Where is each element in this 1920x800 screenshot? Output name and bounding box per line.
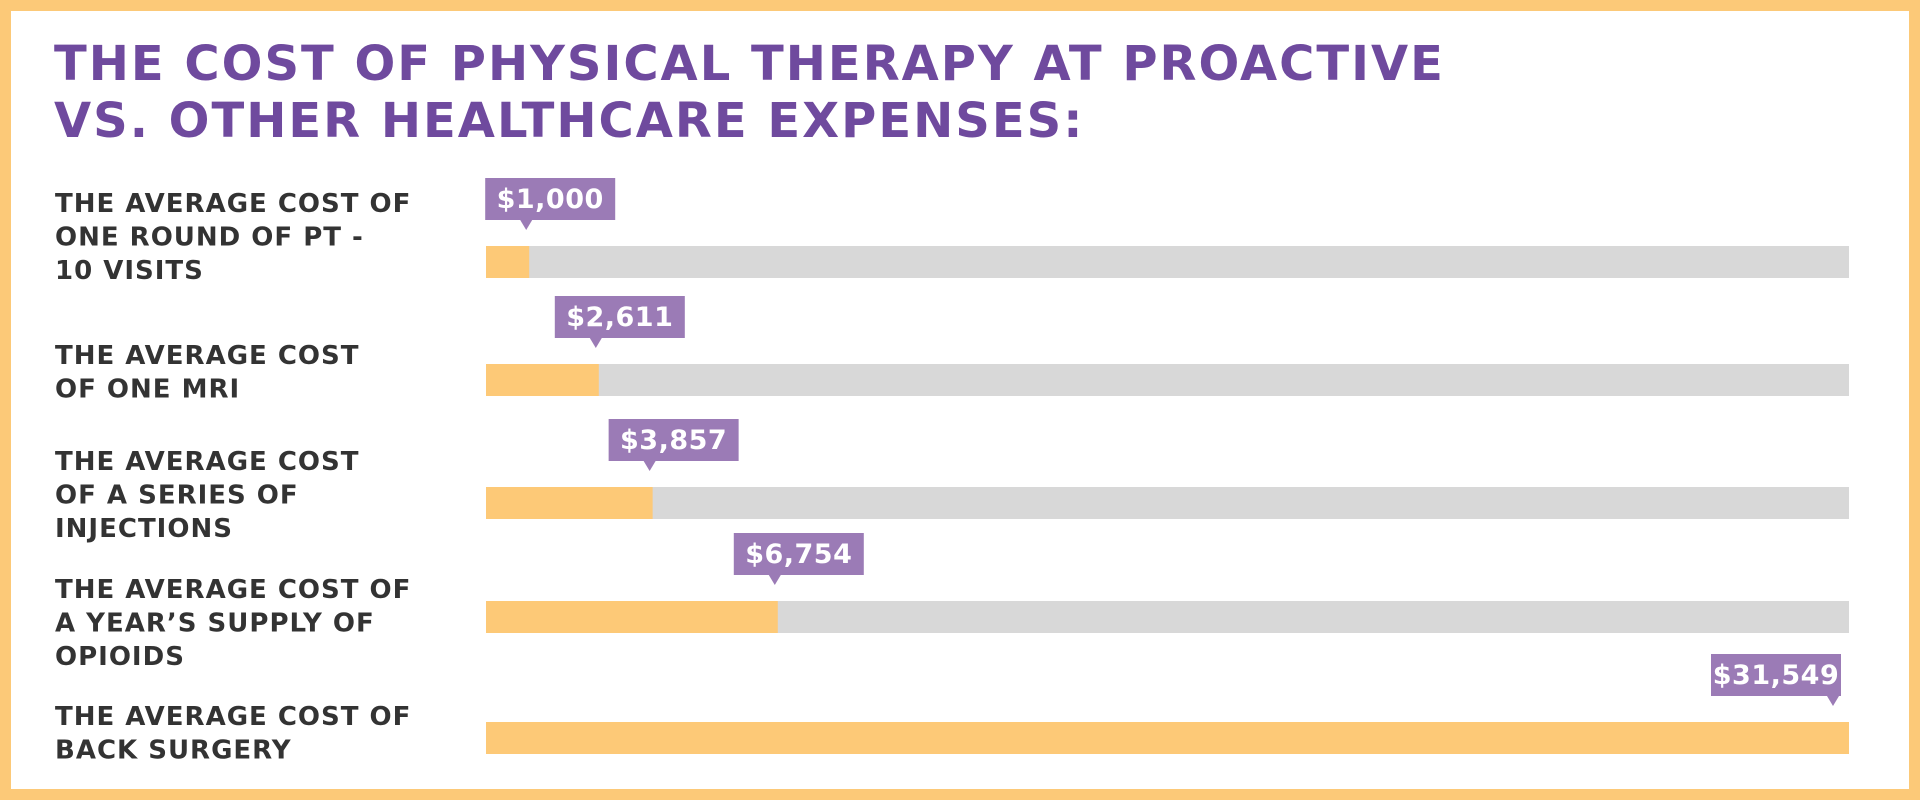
value-callout: $6,754: [733, 533, 864, 585]
value-label: $31,549: [1713, 660, 1839, 691]
category-label: THE AVERAGE COST OF ONE ROUND OF PT -10 V…: [55, 189, 411, 286]
bar: [486, 364, 599, 396]
value-callout: $2,611: [554, 296, 685, 348]
bar-track: [486, 246, 1849, 278]
value-callout: $1,000: [485, 178, 616, 230]
value-label: $3,857: [620, 425, 727, 456]
value-callout: $3,857: [608, 419, 739, 471]
category-label: THE AVERAGE COST OF ONE MRI: [55, 341, 360, 405]
value-label: $2,611: [566, 302, 673, 333]
bar-track: [486, 487, 1849, 519]
category-label: THE AVERAGE COST OF A SERIES OF INJECTIONS: [55, 447, 360, 544]
bar-track: [486, 364, 1849, 396]
bar: [486, 246, 530, 278]
bar: [486, 601, 778, 633]
chart-title: THE COST OF PHYSICAL THERAPY AT PROACTIV…: [54, 36, 1445, 149]
category-label: THE AVERAGE COST OF BACK SURGERY: [55, 702, 411, 766]
bar: [486, 722, 1849, 754]
value-label: $1,000: [497, 184, 604, 215]
bar: [486, 487, 653, 519]
value-label: $6,754: [745, 539, 852, 570]
value-callout: $31,549: [1711, 654, 1841, 706]
category-label: THE AVERAGE COST OF A YEAR’S SUPPLY OF OPI…: [55, 575, 411, 672]
